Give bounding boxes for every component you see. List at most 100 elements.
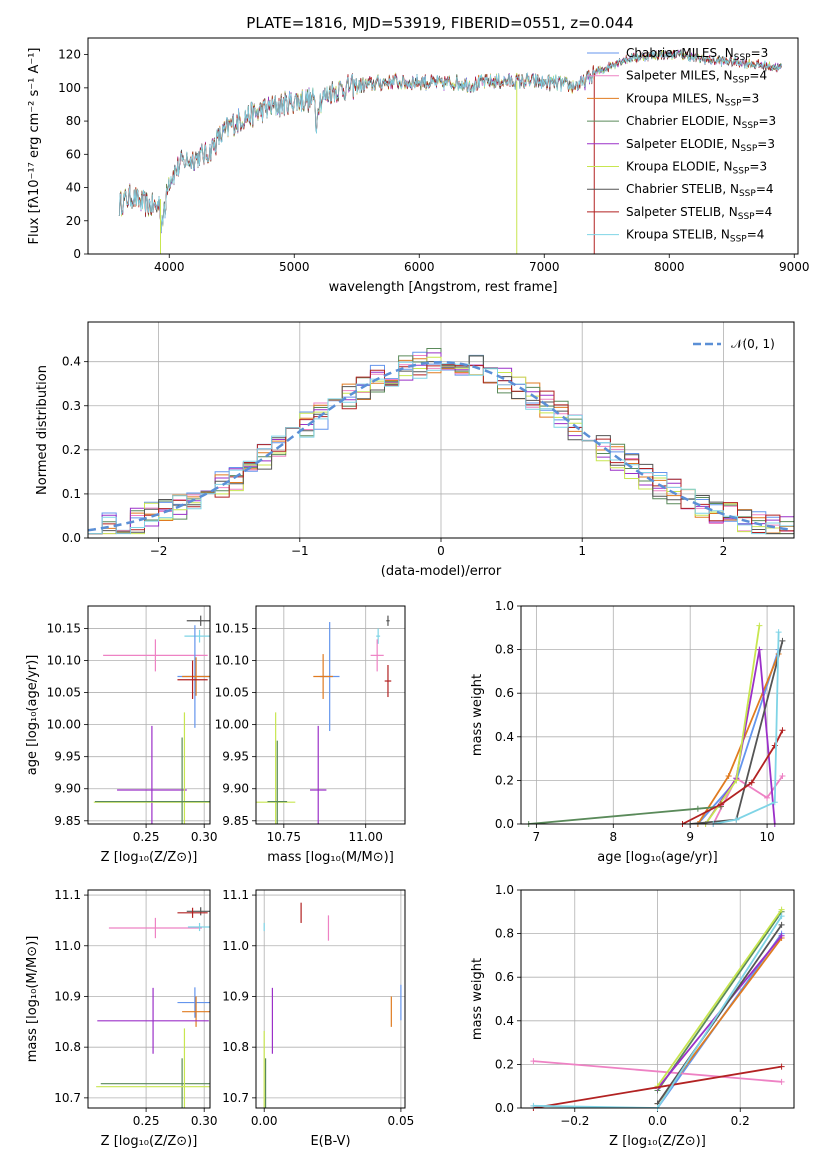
mass-Z-axes: 0.25 0.30 10.7 10.8 10.9 11.0 11.1 Z [log₁₀(Z/Z… <box>25 888 218 1149</box>
y-tick-label: 0.8 <box>495 643 514 657</box>
legend-entry: Kroupa ELODIE, NSSP=3 <box>626 160 767 177</box>
x-tick-label: 0.30 <box>191 1114 218 1128</box>
mass-weight-marker <box>771 799 778 806</box>
histogram-step <box>88 361 794 535</box>
legend-nssp: =4 <box>749 69 767 83</box>
x-tick-label: 0 <box>437 544 445 558</box>
age-Z-axes: 0.25 0.30 9.85 9.90 9.95 10.00 10.05 10.10 10.15… <box>25 605 218 865</box>
y-tick-label: 0 <box>73 247 81 261</box>
legend-subscript: SSP <box>738 212 755 222</box>
x-tick-label: 0.2 <box>731 1114 750 1128</box>
x-tick-label: 5000 <box>279 260 310 274</box>
residuals-frame <box>87 321 795 539</box>
mass-weight-marker <box>778 906 785 913</box>
mass-weight-marker <box>778 913 785 920</box>
mw-Z-axes: −0.2 0.0 0.2 0.0 0.2 0.4 0.6 0.8 1.0 Z [log₁₀(Z/Z… <box>470 883 795 1149</box>
legend-label: Salpeter ELODIE, N <box>626 137 740 151</box>
y-tick-label: 0.4 <box>495 730 514 744</box>
y-tick-label: 100 <box>58 81 81 95</box>
legend-subscript: SSP <box>730 235 747 245</box>
x-axis-label: Z [log₁₀(Z/Z⊙)] <box>101 1134 198 1149</box>
y-tick-label: 9.95 <box>54 750 81 764</box>
y-tick-label: 11.1 <box>222 888 249 902</box>
age-Z-frame <box>87 605 211 825</box>
y-tick-label: 10.8 <box>222 1040 249 1054</box>
y-tick-label: 0.0 <box>495 1101 514 1115</box>
y-tick-label: 11.0 <box>54 939 81 953</box>
legend-label: Kroupa MILES, N <box>626 91 725 105</box>
mass-weight-line <box>656 909 783 1087</box>
x-tick-label: −1 <box>291 544 309 558</box>
y-tick-label: 9.90 <box>54 782 81 796</box>
y-tick-label: 0.2 <box>62 443 81 457</box>
x-axis-label: E(B-V) <box>310 1134 350 1149</box>
y-tick-label: 0.6 <box>495 686 514 700</box>
mass-weight-marker <box>748 779 755 786</box>
gaussian-curve <box>87 360 792 532</box>
x-tick-label: 8000 <box>654 260 685 274</box>
y-tick-label: 10.10 <box>47 654 81 668</box>
mass-weight-marker <box>694 805 701 812</box>
x-axis-label: mass [log₁₀(M/M⊙)] <box>267 850 394 865</box>
y-axis-label: mass [log₁₀(M/M⊙)] <box>25 936 40 1063</box>
age-mass-frame <box>255 605 406 825</box>
mass-weight-line <box>528 805 721 824</box>
y-tick-label: 1.0 <box>495 599 514 613</box>
y-tick-label: 9.85 <box>222 814 249 828</box>
y-tick-label: 0.3 <box>62 399 81 413</box>
legend-entry: Chabrier STELIB, NSSP=4 <box>626 182 774 199</box>
mass-Z-frame <box>87 889 211 1109</box>
y-tick-label: 11.1 <box>54 888 81 902</box>
mass-weight-marker <box>733 816 740 823</box>
y-tick-label: 10.9 <box>54 989 81 1003</box>
mass-weight-line <box>533 1065 782 1108</box>
x-tick-label: 6000 <box>404 260 435 274</box>
y-tick-label: 0.4 <box>62 355 81 369</box>
y-tick-label: 20 <box>66 214 81 228</box>
x-tick-label: −2 <box>150 544 168 558</box>
legend-label: Kroupa ELODIE, N <box>626 160 733 174</box>
mass-weight-line <box>704 625 761 824</box>
mass-weight-marker <box>756 622 763 629</box>
spectrum-axes: 4000 5000 6000 7000 8000 9000 0 20 40 60 80 100 120 w… <box>27 37 810 295</box>
mass-weight-marker <box>733 777 740 784</box>
x-tick-label: 9 <box>686 830 694 844</box>
mass-weight-marker <box>778 1078 785 1085</box>
age-mass-axes: 10.75 11.00 9.85 9.90 9.95 10.00 10.05 10.10 10.… <box>215 605 406 865</box>
y-axis-label: age [log₁₀(age/yr)] <box>25 655 40 776</box>
legend-nssp: =3 <box>751 46 769 60</box>
x-tick-label: 10 <box>759 830 774 844</box>
mw-Z-frame <box>520 889 795 1109</box>
x-tick-label: 2 <box>720 544 728 558</box>
legend-subscript: SSP <box>740 144 757 154</box>
y-axis-label: Normed distribution <box>35 365 50 495</box>
y-tick-label: 0.6 <box>495 970 514 984</box>
mass-ebv-axes: 0.00 0.05 10.7 10.8 10.9 11.0 11.1 E(B-V) <box>222 888 414 1149</box>
y-tick-label: 9.85 <box>54 814 81 828</box>
mass-weight-marker <box>778 921 785 928</box>
x-axis-label: wavelength [Angstrom, rest frame] <box>329 280 558 295</box>
x-tick-label: 0.0 <box>648 1114 667 1128</box>
legend-nssp: =4 <box>747 228 765 242</box>
spectrum-line <box>118 49 782 233</box>
mass-weight-marker <box>778 1063 785 1070</box>
x-tick-label: 9000 <box>779 260 810 274</box>
x-tick-label: 7000 <box>529 260 560 274</box>
y-tick-label: 10.05 <box>215 686 249 700</box>
y-tick-label: 0.2 <box>495 1057 514 1071</box>
y-tick-label: 10.8 <box>54 1040 81 1054</box>
legend-label: Chabrier ELODIE, N <box>626 114 742 128</box>
mw-age-axes: 7 8 9 10 0.0 0.2 0.4 0.6 0.8 1.0 age [log₁₀(age/yr… <box>470 599 795 865</box>
legend-subscript: SSP <box>725 98 742 108</box>
legend-label: Salpeter STELIB, N <box>626 205 738 219</box>
x-tick-label: 8 <box>609 830 617 844</box>
x-tick-label: 0.00 <box>251 1114 278 1128</box>
y-tick-label: 60 <box>66 147 81 161</box>
mass-weight-line <box>533 915 783 1108</box>
x-tick-label: 0.25 <box>133 1114 160 1128</box>
mass-weight-marker <box>779 637 786 644</box>
y-axis-label: mass weight <box>470 958 485 1040</box>
y-tick-label: 0.2 <box>495 773 514 787</box>
